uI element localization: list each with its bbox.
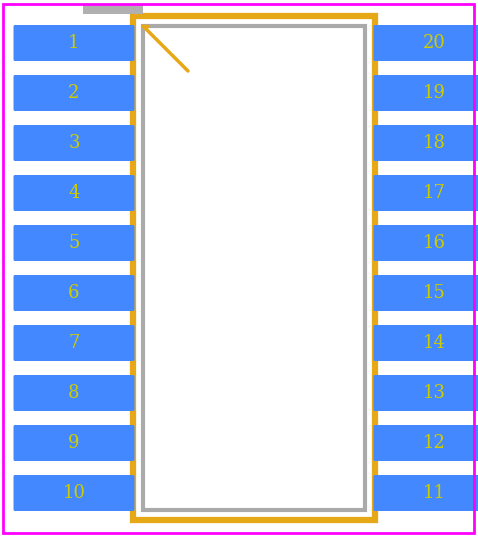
FancyBboxPatch shape: [373, 125, 478, 161]
Bar: [143, 26, 365, 510]
Text: 13: 13: [423, 384, 445, 402]
Text: 17: 17: [423, 184, 445, 202]
FancyBboxPatch shape: [13, 325, 134, 361]
FancyBboxPatch shape: [13, 175, 134, 211]
Text: 8: 8: [68, 384, 80, 402]
FancyBboxPatch shape: [373, 275, 478, 311]
Text: 9: 9: [68, 434, 80, 452]
FancyBboxPatch shape: [13, 125, 134, 161]
Text: 4: 4: [68, 184, 80, 202]
FancyBboxPatch shape: [373, 475, 478, 511]
FancyBboxPatch shape: [373, 225, 478, 261]
FancyBboxPatch shape: [373, 375, 478, 411]
FancyBboxPatch shape: [373, 75, 478, 111]
Text: 14: 14: [423, 334, 445, 352]
FancyBboxPatch shape: [13, 225, 134, 261]
Text: 1: 1: [68, 34, 80, 52]
FancyBboxPatch shape: [373, 175, 478, 211]
Text: 16: 16: [423, 234, 445, 252]
Text: 11: 11: [423, 484, 445, 502]
FancyBboxPatch shape: [373, 325, 478, 361]
Bar: [83, 4, 143, 14]
Bar: [133, 16, 375, 520]
Text: 12: 12: [423, 434, 445, 452]
FancyBboxPatch shape: [13, 275, 134, 311]
Text: 3: 3: [68, 134, 80, 152]
Text: 10: 10: [63, 484, 86, 502]
FancyBboxPatch shape: [13, 75, 134, 111]
Text: 20: 20: [423, 34, 445, 52]
Text: 19: 19: [423, 84, 445, 102]
FancyBboxPatch shape: [13, 25, 134, 61]
FancyBboxPatch shape: [13, 425, 134, 461]
FancyBboxPatch shape: [13, 375, 134, 411]
Text: 2: 2: [68, 84, 80, 102]
Text: 15: 15: [423, 284, 445, 302]
FancyBboxPatch shape: [13, 475, 134, 511]
FancyBboxPatch shape: [373, 425, 478, 461]
FancyBboxPatch shape: [373, 25, 478, 61]
Text: 5: 5: [68, 234, 80, 252]
Text: 18: 18: [423, 134, 445, 152]
Text: 6: 6: [68, 284, 80, 302]
Text: 7: 7: [68, 334, 80, 352]
